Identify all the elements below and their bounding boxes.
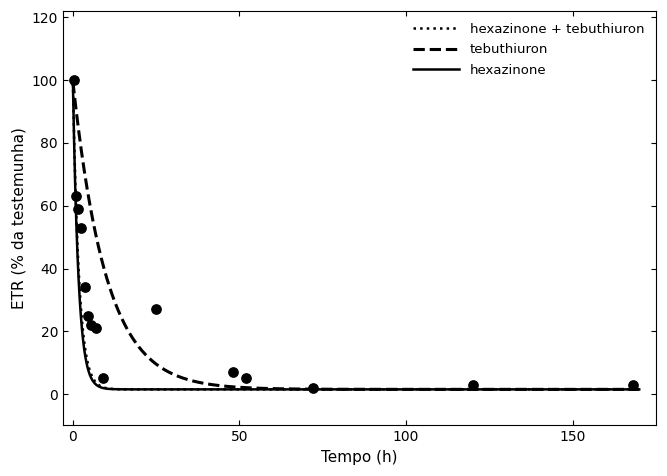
Point — [71, 192, 81, 200]
Y-axis label: ETR (% da testemunha): ETR (% da testemunha) — [11, 128, 26, 309]
hexazinone — [98, 385, 106, 390]
Point — [73, 205, 83, 213]
Point — [307, 384, 318, 392]
hexazinone + tebuthiuron — [329, 387, 338, 392]
hexazinone + tebuthiuron — [319, 387, 327, 392]
hexazinone + tebuthiuron — [515, 387, 523, 392]
hexazinone — [69, 81, 77, 87]
Point — [468, 381, 478, 388]
Point — [627, 381, 638, 388]
Line: hexazinone + tebuthiuron: hexazinone + tebuthiuron — [73, 83, 639, 389]
Point — [91, 324, 101, 332]
Point — [79, 284, 90, 291]
hexazinone + tebuthiuron — [635, 387, 643, 392]
hexazinone — [298, 387, 306, 392]
hexazinone — [619, 387, 627, 392]
tebuthiuron — [619, 387, 627, 392]
tebuthiuron — [69, 79, 77, 85]
hexazinone — [515, 387, 523, 392]
hexazinone + tebuthiuron — [619, 387, 627, 392]
tebuthiuron — [618, 387, 626, 392]
X-axis label: Tempo (h): Tempo (h) — [321, 450, 398, 465]
Point — [227, 368, 238, 376]
hexazinone + tebuthiuron — [98, 384, 106, 390]
Line: tebuthiuron: tebuthiuron — [73, 82, 639, 389]
Point — [86, 321, 97, 329]
hexazinone + tebuthiuron — [345, 387, 353, 392]
Point — [76, 224, 87, 231]
Line: hexazinone: hexazinone — [73, 84, 639, 389]
Point — [97, 375, 108, 382]
tebuthiuron — [344, 387, 352, 392]
hexazinone + tebuthiuron — [619, 387, 627, 392]
Point — [69, 76, 79, 84]
hexazinone — [619, 387, 627, 392]
tebuthiuron — [98, 258, 106, 263]
tebuthiuron — [515, 387, 523, 392]
Legend: hexazinone + tebuthiuron, tebuthiuron, hexazinone: hexazinone + tebuthiuron, tebuthiuron, h… — [408, 18, 649, 82]
hexazinone — [635, 387, 643, 392]
hexazinone — [329, 387, 338, 392]
tebuthiuron — [635, 387, 643, 392]
Point — [83, 312, 93, 319]
Point — [151, 306, 161, 313]
Point — [241, 375, 251, 382]
tebuthiuron — [329, 387, 338, 392]
hexazinone + tebuthiuron — [69, 80, 77, 86]
hexazinone — [345, 387, 353, 392]
